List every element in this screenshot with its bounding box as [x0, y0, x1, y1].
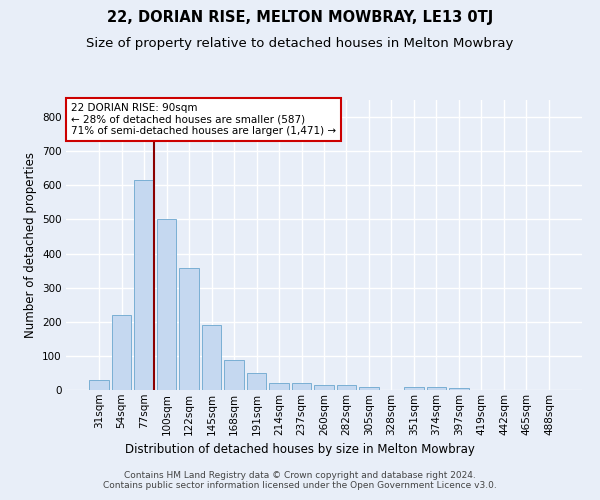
- Bar: [359, 388, 379, 390]
- Bar: [202, 325, 221, 390]
- Text: 22 DORIAN RISE: 90sqm
← 28% of detached houses are smaller (587)
71% of semi-det: 22 DORIAN RISE: 90sqm ← 28% of detached …: [71, 103, 336, 136]
- Bar: [89, 380, 109, 390]
- Text: Contains HM Land Registry data © Crown copyright and database right 2024.
Contai: Contains HM Land Registry data © Crown c…: [103, 470, 497, 490]
- Bar: [247, 373, 266, 390]
- Bar: [404, 386, 424, 390]
- Bar: [314, 385, 334, 390]
- Bar: [269, 383, 289, 390]
- Bar: [449, 388, 469, 390]
- Text: 22, DORIAN RISE, MELTON MOWBRAY, LE13 0TJ: 22, DORIAN RISE, MELTON MOWBRAY, LE13 0T…: [107, 10, 493, 25]
- Bar: [179, 268, 199, 390]
- Text: Size of property relative to detached houses in Melton Mowbray: Size of property relative to detached ho…: [86, 38, 514, 51]
- Bar: [292, 383, 311, 390]
- Bar: [134, 180, 154, 390]
- Bar: [337, 385, 356, 390]
- Bar: [427, 386, 446, 390]
- Y-axis label: Number of detached properties: Number of detached properties: [23, 152, 37, 338]
- Bar: [157, 220, 176, 390]
- Bar: [112, 315, 131, 390]
- Bar: [224, 360, 244, 390]
- Text: Distribution of detached houses by size in Melton Mowbray: Distribution of detached houses by size …: [125, 442, 475, 456]
